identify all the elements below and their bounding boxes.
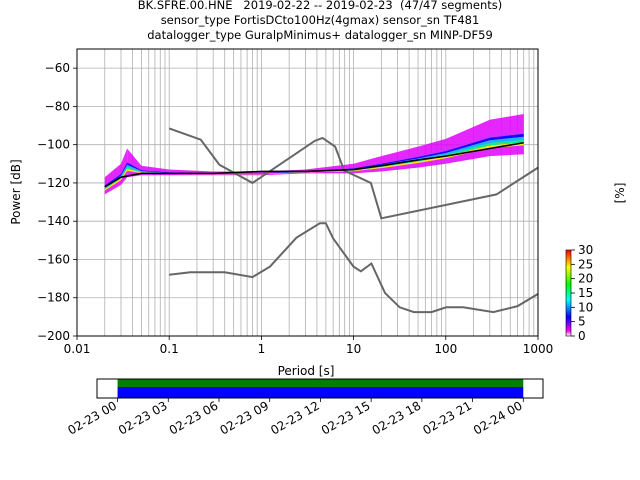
psd-band-density — [127, 162, 142, 172]
colorbar-label: [%] — [613, 183, 627, 204]
coverage-tick-label: 02-23 21 — [420, 398, 474, 437]
y-tick-label: −200 — [37, 329, 70, 343]
y-tick-label: −80 — [45, 99, 70, 113]
psd-band-density — [120, 162, 128, 176]
plot-frame — [76, 48, 539, 337]
psd-band-density — [445, 142, 490, 157]
x-tick-label: 0.01 — [64, 342, 91, 356]
coverage-tick-label: 02-23 12 — [268, 398, 322, 437]
colorbar-tick-label: 25 — [578, 257, 593, 271]
colorbar-tick-label: 0 — [578, 329, 586, 343]
psd-band-density — [127, 168, 142, 174]
psd-band-density — [489, 133, 524, 141]
psd-band-density — [261, 172, 306, 175]
psd-band-density — [489, 130, 524, 138]
colorbar-tick-label: 20 — [578, 272, 593, 286]
coverage-bar-green — [117, 379, 524, 387]
coverage-tick-label: 02-23 09 — [217, 398, 271, 437]
chart-title-line3: datalogger_type GuralpMinimus+ datalogge… — [147, 28, 493, 42]
x-tick-label: 1 — [258, 342, 266, 356]
psd-band-density — [418, 156, 446, 163]
psd-band-density — [120, 160, 128, 175]
coverage-tick-label: 02-23 00 — [65, 398, 119, 437]
colorbar — [565, 249, 572, 337]
coverage-border — [96, 378, 544, 399]
y-tick-label: −60 — [45, 61, 70, 75]
y-tick-label: −140 — [37, 214, 70, 228]
y-tick-label: −180 — [37, 291, 70, 305]
psd-band-density — [381, 155, 419, 164]
psd-band-density — [353, 166, 382, 172]
psd-band-density — [104, 178, 121, 191]
x-tick-label: 0.1 — [160, 342, 179, 356]
colorbar-tick-label: 15 — [578, 286, 593, 300]
psd-band-density — [489, 139, 524, 146]
chart-title-line1: BK.SFRE.00.HNE 2019-02-22 -- 2019-02-23 … — [137, 0, 503, 12]
psd-band-density — [445, 140, 490, 155]
y-tick-label: −100 — [37, 138, 70, 152]
psd-band-density — [489, 136, 524, 143]
x-tick-label: 1000 — [523, 342, 554, 356]
chart-title-line2: sensor_type FortisDCto100Hz(4gmax) senso… — [160, 13, 480, 27]
low-noise-model-line — [169, 222, 538, 314]
psd-band-density — [418, 149, 446, 157]
colorbar-tick-label: 30 — [578, 243, 593, 257]
psd-band-density — [305, 170, 354, 173]
psd-band-density — [445, 135, 490, 152]
colorbar-tick-label: 5 — [578, 315, 586, 329]
coverage-tick-label: 02-23 03 — [116, 398, 170, 437]
mode-line — [104, 141, 524, 188]
y-axis-label: Power [dB] — [9, 159, 23, 224]
psd-band-density — [141, 170, 170, 173]
high-noise-model-line — [168, 127, 538, 220]
psd-band-density — [120, 164, 128, 178]
mode-curve — [104, 141, 524, 188]
x-tick-label: 10 — [346, 342, 361, 356]
x-tick-label: 100 — [434, 342, 457, 356]
y-tick-label: −160 — [37, 252, 70, 266]
psd-band-density — [445, 137, 490, 153]
psd-band-density — [104, 172, 121, 186]
psd-band-density — [127, 166, 142, 173]
psd-band-density — [141, 169, 170, 173]
noise-models — [168, 127, 538, 314]
colorbar-tick-label: 10 — [578, 300, 593, 314]
psd-band-density — [127, 164, 142, 172]
coverage-bar-blue — [117, 386, 524, 398]
psd-band-density — [418, 151, 446, 159]
x-axis-label: Period [s] — [278, 364, 335, 378]
grid — [77, 49, 538, 336]
psd-band-density — [353, 162, 382, 169]
axes: 0.01 0.1 1 10 100 1000 −60 −80 −100 −120 −140 −160 −… — [37, 61, 553, 356]
coverage-tick-label: 02-24 00 — [471, 398, 525, 437]
y-tick-label: −120 — [37, 176, 70, 190]
psd-band-density — [261, 171, 306, 175]
psd-band-density — [381, 161, 419, 169]
coverage-tick-label: 02-23 18 — [370, 398, 424, 437]
coverage-tick-label: 02-23 06 — [167, 398, 221, 437]
coverage-tick-label: 02-23 15 — [319, 398, 373, 437]
psd-band-density — [127, 160, 142, 171]
psd-band-density — [381, 156, 419, 165]
psd-band-density — [120, 166, 128, 179]
